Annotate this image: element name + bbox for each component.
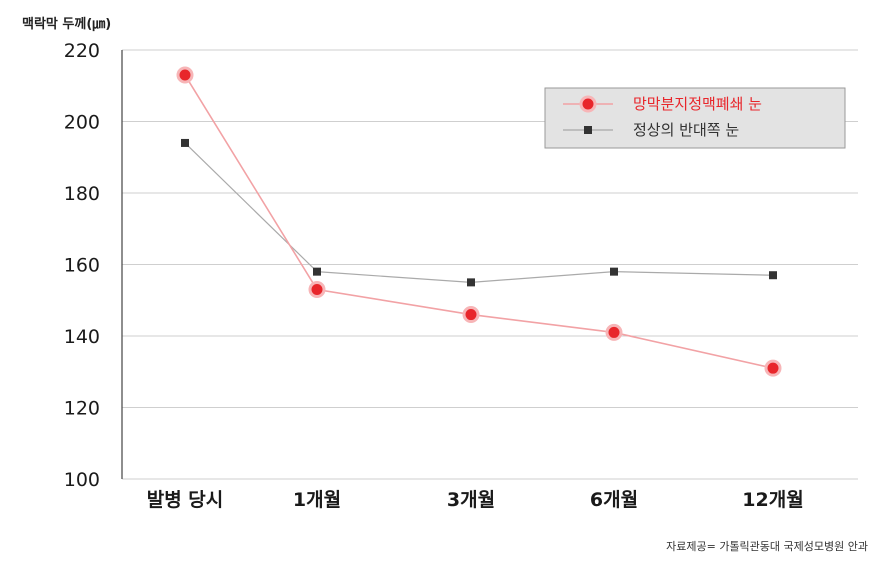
data-point-series-1: [308, 281, 326, 299]
legend-label-series-1: 망막분지정맥폐쇄 눈: [633, 95, 762, 113]
y-tick-label: 160: [64, 255, 100, 277]
y-tick-label: 180: [64, 183, 100, 205]
data-point-series-2: [313, 267, 321, 276]
gridlines: [121, 49, 858, 480]
data-point-series-1: [176, 66, 194, 84]
series-markers: [176, 66, 782, 377]
data-point-series-2: [467, 278, 475, 287]
data-point-series-1: [462, 306, 480, 324]
y-tick-label: 220: [64, 40, 100, 62]
source-note: 자료제공= 가톨릭관동대 국제성모병원 안과: [666, 540, 868, 553]
y-tick-label: 200: [64, 112, 100, 134]
legend-box: [544, 87, 846, 149]
data-point-series-1: [764, 359, 782, 377]
legend-marker-series-1: [579, 95, 597, 113]
x-tick-label: 3개월: [447, 489, 495, 511]
legend-label-series-2: 정상의 반대쪽 눈: [633, 121, 739, 139]
x-tick-label: 12개월: [742, 489, 803, 511]
legend-marker-series-2: [584, 126, 592, 134]
data-point-series-1: [605, 323, 623, 341]
data-point-series-2: [769, 271, 777, 280]
x-tick-label: 1개월: [293, 489, 341, 511]
data-point-series-2: [181, 138, 189, 147]
series-line-2: [184, 142, 774, 283]
y-tick-label: 140: [64, 326, 100, 348]
y-tick-labels: 100 120 140 160 180 200 220: [64, 40, 100, 491]
data-point-series-2: [610, 267, 618, 276]
x-tick-label: 6개월: [590, 489, 638, 511]
x-tick-label: 발병 당시: [147, 489, 224, 511]
y-tick-label: 100: [64, 469, 100, 491]
legend: 망막분지정맥폐쇄 눈 정상의 반대쪽 눈: [544, 87, 846, 149]
x-tick-labels: 발병 당시 1개월 3개월 6개월 12개월: [147, 489, 804, 511]
y-tick-label: 120: [64, 398, 100, 420]
y-axis-label: 맥락막 두께(㎛): [22, 16, 111, 32]
